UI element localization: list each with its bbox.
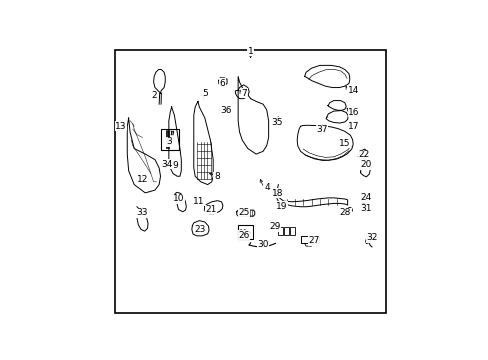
Text: 3: 3 <box>165 137 171 146</box>
Text: 9: 9 <box>172 161 178 170</box>
Text: 25: 25 <box>238 208 249 217</box>
Text: 14: 14 <box>347 86 358 95</box>
Text: 31: 31 <box>360 204 371 213</box>
Bar <box>160 129 178 150</box>
Text: 33: 33 <box>137 208 148 217</box>
Text: 30: 30 <box>257 240 268 249</box>
Bar <box>289 227 294 235</box>
Text: 13: 13 <box>115 122 126 131</box>
Text: 2: 2 <box>151 91 157 100</box>
Text: 22: 22 <box>357 150 368 159</box>
Text: 10: 10 <box>173 194 184 203</box>
Text: 29: 29 <box>269 222 280 231</box>
Text: 24: 24 <box>360 193 371 202</box>
Text: 1: 1 <box>247 47 253 56</box>
Text: 36: 36 <box>220 106 231 115</box>
Text: 7: 7 <box>241 89 247 98</box>
Text: 23: 23 <box>194 225 205 234</box>
Text: 26: 26 <box>238 230 249 239</box>
Bar <box>277 227 282 235</box>
Text: 6: 6 <box>219 79 225 88</box>
Text: 37: 37 <box>316 125 327 134</box>
Text: 12: 12 <box>137 175 148 184</box>
Text: 34: 34 <box>161 160 172 169</box>
Text: 15: 15 <box>338 139 349 148</box>
Text: 35: 35 <box>271 118 282 127</box>
Text: 18: 18 <box>271 189 283 198</box>
Text: 32: 32 <box>366 233 377 242</box>
Text: 17: 17 <box>347 122 359 131</box>
Text: 19: 19 <box>275 202 287 211</box>
Text: 11: 11 <box>192 197 204 206</box>
Bar <box>300 237 318 243</box>
Text: 4: 4 <box>264 183 270 192</box>
Text: 28: 28 <box>339 208 350 217</box>
Bar <box>284 227 288 235</box>
Text: 21: 21 <box>205 205 217 214</box>
Text: 5: 5 <box>202 89 207 98</box>
Text: 27: 27 <box>307 236 319 245</box>
Text: 20: 20 <box>359 160 370 169</box>
Text: 16: 16 <box>347 108 359 117</box>
Text: 8: 8 <box>213 172 219 181</box>
Bar <box>237 225 252 239</box>
